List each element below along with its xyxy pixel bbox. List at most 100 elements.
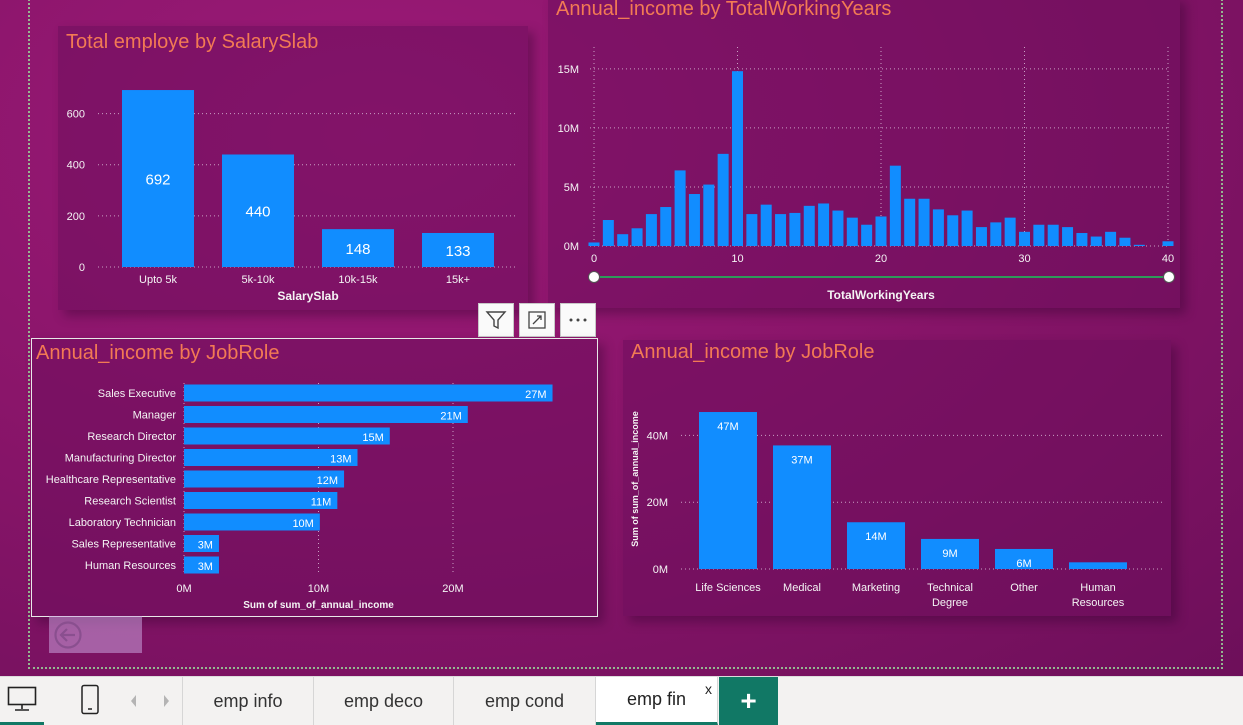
focus-mode-button[interactable] (519, 303, 555, 337)
jobrole-bar-chart: 0M 10M 20M Sales Executive 27M Manager 21M Rese… (46, 383, 553, 611)
tab-emp-cond[interactable]: emp cond (454, 677, 596, 725)
jobrole-bar-visual[interactable]: Annual_income by JobRole 0M 10M 20M Sales E… (31, 338, 598, 617)
y-tick-label: 600 (67, 109, 85, 121)
bar (322, 229, 394, 267)
desktop-layout-button[interactable] (0, 677, 44, 725)
jobrole-column-visual[interactable]: Annual_income by JobRole 0M 20M 40M Sum of … (623, 340, 1171, 616)
bar (717, 153, 729, 246)
x-tick-label: 20 (875, 253, 887, 265)
data-label: 14M (865, 531, 886, 543)
bar (184, 556, 219, 574)
x-tick-label: Marketing (852, 582, 900, 594)
data-label: 3M (198, 561, 213, 573)
panel-title: Annual_income by TotalWorkingYears (556, 0, 892, 20)
data-label: 12M (317, 475, 338, 487)
back-button[interactable] (49, 616, 142, 653)
bar (732, 71, 743, 246)
chevron-left-icon (131, 695, 136, 707)
tab-emp-deco[interactable]: emp deco (314, 677, 454, 725)
y-tick-label: 20M (647, 497, 668, 509)
bar (773, 445, 831, 569)
category-label: Research Director (87, 431, 176, 443)
data-label: 13M (330, 454, 351, 466)
data-label: 3M (198, 540, 213, 552)
bar (818, 203, 830, 246)
x-tick-label: Upto 5k (139, 274, 177, 286)
bar (422, 232, 494, 267)
x-axis-label: TotalWorkingYears (827, 288, 935, 302)
bar (803, 205, 815, 246)
category-label: Human Resources (85, 560, 177, 572)
x-tick-label: 10 (731, 253, 743, 265)
bar (184, 535, 219, 552)
bar (184, 427, 390, 445)
y-tick-label: 40M (647, 430, 668, 442)
bar (1076, 233, 1088, 246)
x-tick-label: 0M (176, 583, 191, 595)
more-options-button[interactable] (560, 303, 596, 337)
bar (1033, 224, 1045, 246)
category-label: Sales Executive (98, 388, 176, 400)
x-tick-label: Technical (927, 582, 973, 594)
bar (921, 538, 979, 569)
salary-slab-visual[interactable]: Total employe by SalarySlab 0 200 400 600 69… (58, 26, 528, 310)
bar (699, 412, 757, 569)
close-tab-button[interactable]: x (705, 681, 712, 697)
x-tick-label: 20M (442, 583, 463, 595)
salary-slab-chart: 0 200 400 600 692 Upto 5k 440 5k-10k 148 10k-15k 1… (67, 90, 518, 303)
tab-label: emp deco (343, 690, 424, 711)
data-label: 21M (440, 411, 461, 423)
bar (995, 548, 1053, 569)
x-tick-label: 10M (308, 583, 329, 595)
category-label: Sales Representative (71, 539, 176, 551)
bar (1162, 241, 1174, 246)
tab-emp-info[interactable]: emp info (183, 677, 314, 725)
bar (1047, 224, 1059, 246)
bar (775, 214, 787, 246)
x-tick-label: 15k+ (446, 274, 470, 286)
bar (932, 209, 944, 246)
y-tick-label: 10M (558, 123, 579, 135)
x-tick-label: Life Sciences (695, 582, 761, 594)
working-years-visual[interactable]: Annual_income by TotalWorkingYears 0M 5M 1… (548, 0, 1180, 308)
x-axis-label: SalarySlab (277, 289, 338, 303)
bar (184, 449, 358, 466)
mobile-layout-button[interactable] (70, 677, 110, 725)
add-page-button[interactable]: + (719, 677, 778, 725)
x-tick-label: Resources (1072, 597, 1125, 609)
bar (674, 170, 686, 246)
data-label: 148 (345, 241, 370, 258)
bar (975, 227, 987, 246)
bar (789, 212, 801, 246)
panel-title: Annual_income by JobRole (631, 341, 875, 363)
next-page-button[interactable] (156, 691, 176, 711)
bar (1069, 562, 1127, 569)
bar (904, 198, 916, 246)
focus-mode-icon (528, 311, 546, 329)
data-label: 9M (942, 548, 957, 560)
bar (617, 234, 629, 246)
y-tick-label: 0M (564, 241, 579, 253)
divider (182, 677, 183, 725)
x-tick-label: 30 (1018, 253, 1030, 265)
working-years-chart: 0M 5M 10M 15M 0 10 20 30 40 TotalWorkingYears (558, 47, 1175, 302)
y-tick-label: 0 (79, 262, 85, 274)
panel-title: Total employe by SalarySlab (66, 31, 319, 53)
category-label: Healthcare Representative (46, 474, 176, 486)
tab-emp-fin[interactable]: emp fin x (596, 677, 718, 725)
data-label: 27M (525, 389, 546, 401)
y-axis-label: Sum of sum_of_annual_income (630, 411, 640, 547)
prev-page-button[interactable] (124, 691, 144, 711)
data-label: 440 (245, 204, 270, 221)
x-tick-label: Medical (783, 582, 821, 594)
y-tick-label: 15M (558, 64, 579, 76)
bar (184, 513, 320, 531)
bar (631, 228, 643, 246)
filter-button[interactable] (478, 303, 514, 337)
tab-label: emp cond (484, 690, 565, 711)
data-label: 6M (1016, 558, 1031, 570)
desktop-icon (7, 686, 37, 711)
y-tick-label: 0M (653, 564, 668, 576)
category-label: Manager (133, 410, 177, 422)
bar (760, 204, 772, 246)
